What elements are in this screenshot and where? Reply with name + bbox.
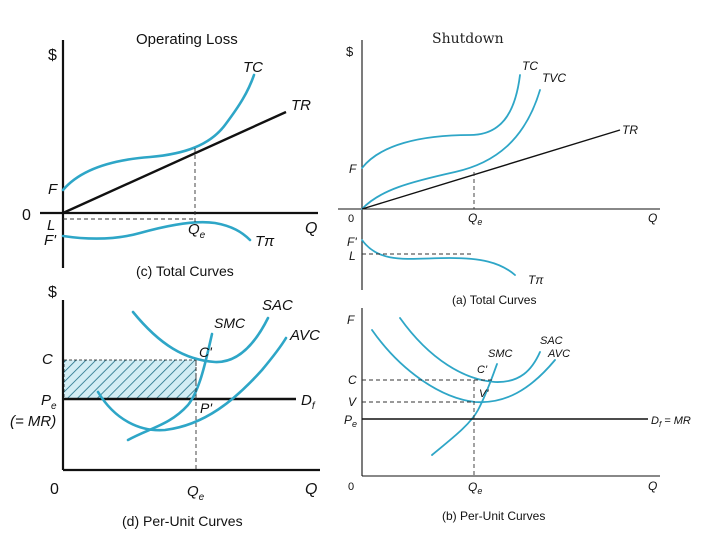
panel-c-tr-label: TR: [291, 97, 311, 114]
panel-b-c-label: C: [348, 373, 357, 387]
panel-b-smc-curve: [431, 363, 498, 456]
panel-d-avc-label: AVC: [289, 327, 320, 344]
panel-c-tc-curve: [61, 73, 256, 192]
panel-a-y-axis-label: $: [346, 44, 354, 59]
panel-c-caption: (c) Total Curves: [136, 263, 234, 279]
panel-d-origin: 0: [50, 481, 59, 498]
panel-a-tvc-label: TVC: [542, 71, 566, 85]
panel-c-f-prime-label: F': [44, 232, 57, 249]
panel-b-qe-label: Qe: [468, 480, 482, 496]
panel-a-tpi-curve: [361, 239, 516, 276]
panel-a-tr-label: TR: [622, 123, 638, 137]
panel-d-y-axis-label: $: [48, 284, 57, 301]
panel-c-tc-label: TC: [243, 59, 263, 76]
panel-a-l-label: L: [349, 249, 356, 263]
panel-d-avc-curve: [96, 336, 288, 432]
panel-d-loss-area: [63, 359, 197, 400]
panel-b-avc-label: AVC: [547, 348, 570, 360]
slide-title: Shutdown: [432, 31, 504, 47]
panel-a-qe-label: Qe: [468, 211, 482, 227]
panel-b-origin: 0: [348, 481, 354, 493]
panel-c-tpi-curve: [61, 220, 252, 242]
panel-a-tvc-curve: [361, 89, 541, 210]
panel-c-l-label: L: [47, 217, 55, 234]
panel-b-caption: (b) Per-Unit Curves: [442, 509, 545, 523]
panel-b-per-unit-curves: F 0 Q SAC AVC SMC C V Pe C' V' Df = MR Q…: [344, 308, 691, 523]
panel-d-qe-label: Qe: [187, 483, 205, 503]
panel-c-tr-line: [62, 110, 287, 215]
panel-a-caption: (a) Total Curves: [452, 293, 536, 307]
panel-b-smc-label: SMC: [488, 348, 513, 360]
panel-a-origin: 0: [348, 213, 354, 225]
panel-d-smc-curve: [126, 332, 214, 442]
panel-a-f-prime-label: F': [347, 235, 357, 249]
panel-c-f-label: F: [48, 181, 58, 198]
panel-b-sac-label: SAC: [540, 335, 563, 347]
panel-d-sac-curve: [131, 310, 270, 364]
panel-a-tc-curve: [361, 74, 521, 169]
panel-d-per-unit-curves: $ 0 Q SAC SMC AVC C C' Pe (= MR) P' Df Q…: [10, 284, 320, 529]
panel-c-x-axis-label: Q: [305, 220, 317, 237]
panel-a-f-label: F: [349, 162, 357, 176]
panel-d-x-axis-label: Q: [305, 481, 317, 498]
panel-d-sac-label: SAC: [262, 297, 293, 314]
panel-c-total-curves: Operating Loss $ 0 Q TC TR Tπ F L F' Qe …: [22, 31, 318, 279]
panel-b-sac-curve: [399, 317, 541, 383]
panel-c-origin: 0: [22, 207, 31, 224]
panel-d-mr-label: (= MR): [10, 413, 56, 430]
panel-a-total-curves: $ 0 Q TC TVC TR Tπ F F' L Qe (a) Total C…: [338, 40, 660, 307]
panel-d-smc-label: SMC: [214, 315, 246, 331]
panel-d-pe-label: Pe: [41, 392, 57, 412]
panel-d-caption: (d) Per-Unit Curves: [122, 513, 243, 529]
panel-b-c-prime-label: C': [477, 364, 488, 376]
panel-b-v-prime-label: V': [479, 388, 489, 400]
panel-a-tr-line: [361, 129, 621, 210]
panel-b-pe-label: Pe: [344, 413, 357, 429]
panel-c-y-axis-label: $: [48, 47, 57, 64]
panel-d-df-label: Df: [301, 392, 316, 412]
panel-d-p-prime-label: P': [200, 400, 213, 416]
panel-a-tc-label: TC: [522, 59, 538, 73]
panel-b-v-label: V: [348, 395, 357, 409]
panel-a-tpi-label: Tπ: [528, 273, 544, 287]
panel-b-y-axis-label: F: [347, 313, 355, 327]
panel-d-c-prime-label: C': [199, 344, 213, 360]
panel-c-qe-label: Qe: [188, 221, 206, 241]
panel-c-tpi-label: Tπ: [255, 233, 275, 250]
panel-a-x-axis-label: Q: [648, 211, 657, 225]
panel-d-c-label: C: [42, 351, 53, 368]
panel-b-avc-curve: [371, 329, 556, 404]
panel-c-title: Operating Loss: [136, 31, 238, 48]
panel-b-df-label: Df = MR: [651, 415, 691, 429]
panel-b-x-axis-label: Q: [648, 479, 657, 493]
